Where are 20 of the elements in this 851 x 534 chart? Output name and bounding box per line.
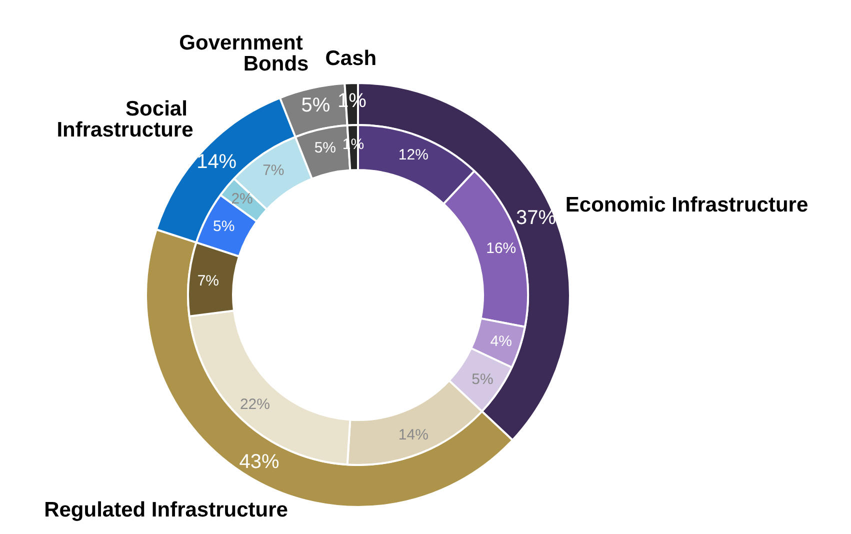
slice-label: Social Infrastructure [56,97,194,142]
slice-label: Cash [325,47,377,70]
data-label: 4% [490,333,512,350]
data-label: 12% [398,146,428,164]
data-label: 5% [301,94,330,117]
data-label: 2% [231,190,253,208]
data-label: 5% [472,371,494,388]
data-label: 7% [262,162,284,180]
data-label: 5% [314,140,336,157]
slice-label: Economic Infrastructure [565,194,808,217]
data-label: 7% [197,272,220,290]
data-label: 37% [516,206,556,229]
data-label: 5% [213,218,235,236]
slice-label: Regulated Infrastructure [44,498,288,522]
data-label: 14% [398,426,428,444]
slice-label: Government Bonds [179,31,309,76]
data-label: 16% [486,240,516,257]
data-label: 22% [240,396,270,414]
data-label: 43% [239,450,280,473]
data-label: 14% [196,151,237,174]
